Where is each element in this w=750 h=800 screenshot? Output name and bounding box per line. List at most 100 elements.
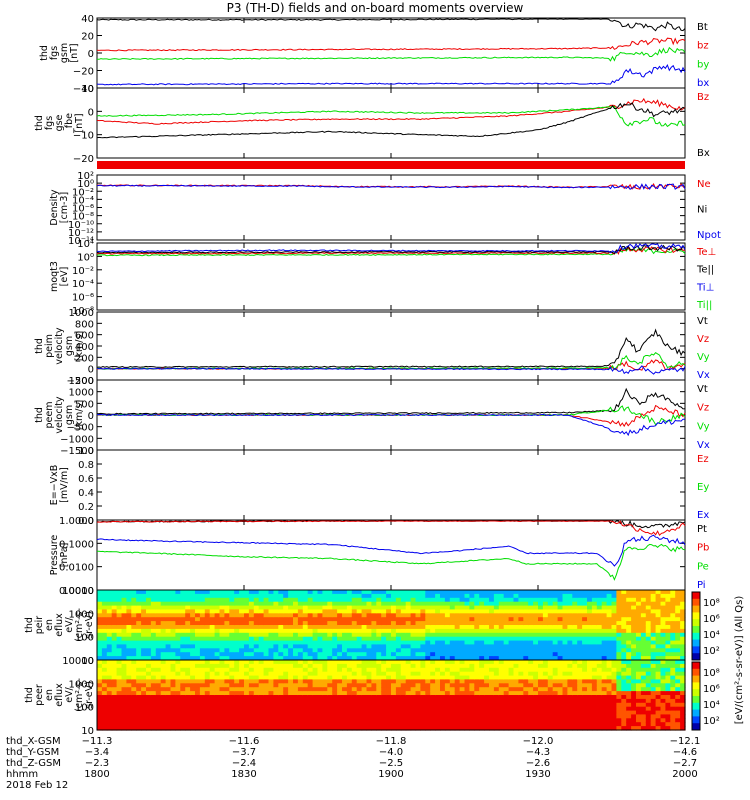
spectrogram-cell	[185, 625, 191, 630]
spectrogram-cell	[538, 613, 544, 618]
spectrogram-cell	[459, 644, 466, 649]
spectrogram-cell	[239, 621, 245, 626]
spectrogram-cell	[366, 656, 372, 661]
spectrogram-cell	[126, 597, 132, 603]
spectrogram-cell	[253, 648, 260, 653]
spectrogram-cell	[356, 660, 363, 665]
spectrogram-cell	[346, 722, 353, 727]
spectrogram-cell	[513, 601, 519, 607]
spectrogram-cell	[415, 722, 421, 727]
spectrogram-cell	[640, 609, 647, 614]
spectrogram-cell	[165, 617, 172, 622]
y-axis-label: thd	[34, 115, 45, 131]
spectrogram-cell	[636, 609, 642, 614]
spectrogram-cell	[665, 597, 671, 603]
spectrogram-cell	[244, 691, 250, 696]
spectrogram-cell	[312, 613, 319, 618]
spectrogram-cell	[523, 671, 529, 677]
y-tick-label: 10⁰	[77, 179, 94, 190]
colorbar-lower	[691, 661, 701, 731]
spectrogram-cell	[322, 667, 328, 673]
spectrogram-cell	[229, 695, 235, 700]
spectrogram-cell	[665, 663, 671, 669]
spectrogram-cell	[361, 667, 368, 673]
spectrogram-cell	[185, 714, 191, 719]
spectrogram-cell	[474, 663, 480, 669]
spectrogram-cell	[273, 613, 279, 618]
spectrogram-cell	[518, 593, 524, 599]
spectrogram-cell	[204, 652, 211, 657]
spectrogram-cell	[636, 695, 642, 700]
spectrogram-cell	[381, 625, 387, 630]
spectrogram-cell	[454, 621, 461, 626]
spectrogram-cell	[170, 625, 176, 630]
spectrogram-cell	[185, 663, 191, 669]
spectrogram-cell	[258, 710, 265, 716]
spectrogram-cell	[111, 695, 118, 700]
spectrogram-cell	[97, 695, 103, 700]
spectrogram-cell	[547, 656, 554, 661]
spectrogram-cell	[190, 687, 196, 692]
spectrogram-cell	[155, 640, 162, 646]
spectrogram-cell	[199, 691, 206, 696]
spectrogram-cell	[175, 675, 181, 681]
spectrogram-cell	[190, 593, 196, 599]
spectrogram-cell	[611, 621, 617, 626]
spectrogram-cell	[557, 702, 564, 708]
spectrogram-cell	[263, 609, 270, 614]
spectrogram-cell	[562, 698, 568, 704]
spectrogram-cell	[258, 605, 265, 611]
spectrogram-cell	[204, 601, 211, 607]
spectrogram-cell	[126, 710, 132, 716]
spectrogram-cell	[552, 613, 559, 618]
spectrogram-cell	[209, 706, 216, 712]
spectrogram-cell	[322, 593, 328, 599]
spectrogram-cell	[616, 636, 622, 642]
spectrogram-cell	[391, 714, 397, 719]
spectrogram-cell	[420, 652, 426, 657]
spectrogram-cell	[322, 644, 328, 649]
spectrogram-cell	[195, 617, 201, 622]
spectrogram-cell	[469, 648, 475, 653]
spectrogram-cell	[106, 698, 113, 704]
spectrogram-cell	[332, 613, 338, 618]
spectrogram-cell	[655, 671, 662, 677]
spectrogram-cell	[224, 593, 230, 599]
spectrogram-cell	[170, 640, 176, 646]
spectrogram-cell	[239, 613, 245, 618]
spectrogram-cell	[337, 660, 343, 665]
spectrogram-cell	[611, 617, 617, 622]
spectrogram-cell	[572, 617, 578, 622]
spectrogram-cell	[606, 726, 613, 731]
spectrogram-cell	[356, 644, 363, 649]
spectrogram-cell	[631, 640, 637, 646]
spectrogram-cell	[680, 652, 686, 657]
spectrogram-cell	[405, 687, 412, 692]
spectrogram-cell	[146, 652, 152, 657]
spectrogram-cell	[307, 718, 314, 723]
spectrogram-cell	[533, 601, 539, 607]
y-axis-label: eV/	[64, 616, 75, 632]
spectrogram-cell	[459, 648, 466, 653]
spectrogram-cell	[395, 663, 402, 669]
spectrogram-cell	[263, 722, 270, 727]
spectrogram-cell	[528, 698, 534, 704]
spectrogram-cell	[126, 652, 132, 657]
spectrogram-cell	[288, 621, 294, 626]
spectrogram-cell	[484, 652, 490, 657]
spectrogram-cell	[449, 621, 456, 626]
spectrogram-cell	[430, 706, 436, 712]
y-axis-label: [mV/m]	[59, 467, 70, 503]
spectrogram-cell	[508, 609, 515, 614]
spectrogram-cell	[518, 590, 524, 595]
spectrogram-cell	[116, 687, 123, 692]
spectrogram-cell	[141, 710, 147, 716]
spectrogram-cell	[199, 687, 206, 692]
spectrogram-cell	[601, 609, 608, 614]
spectrogram-cell	[552, 695, 559, 700]
spectrogram-cell	[322, 628, 328, 634]
spectrogram-cell	[224, 632, 230, 638]
spectrogram-cell	[111, 648, 118, 653]
y-axis-label: gse	[54, 114, 65, 131]
spectrogram-cell	[204, 722, 211, 727]
